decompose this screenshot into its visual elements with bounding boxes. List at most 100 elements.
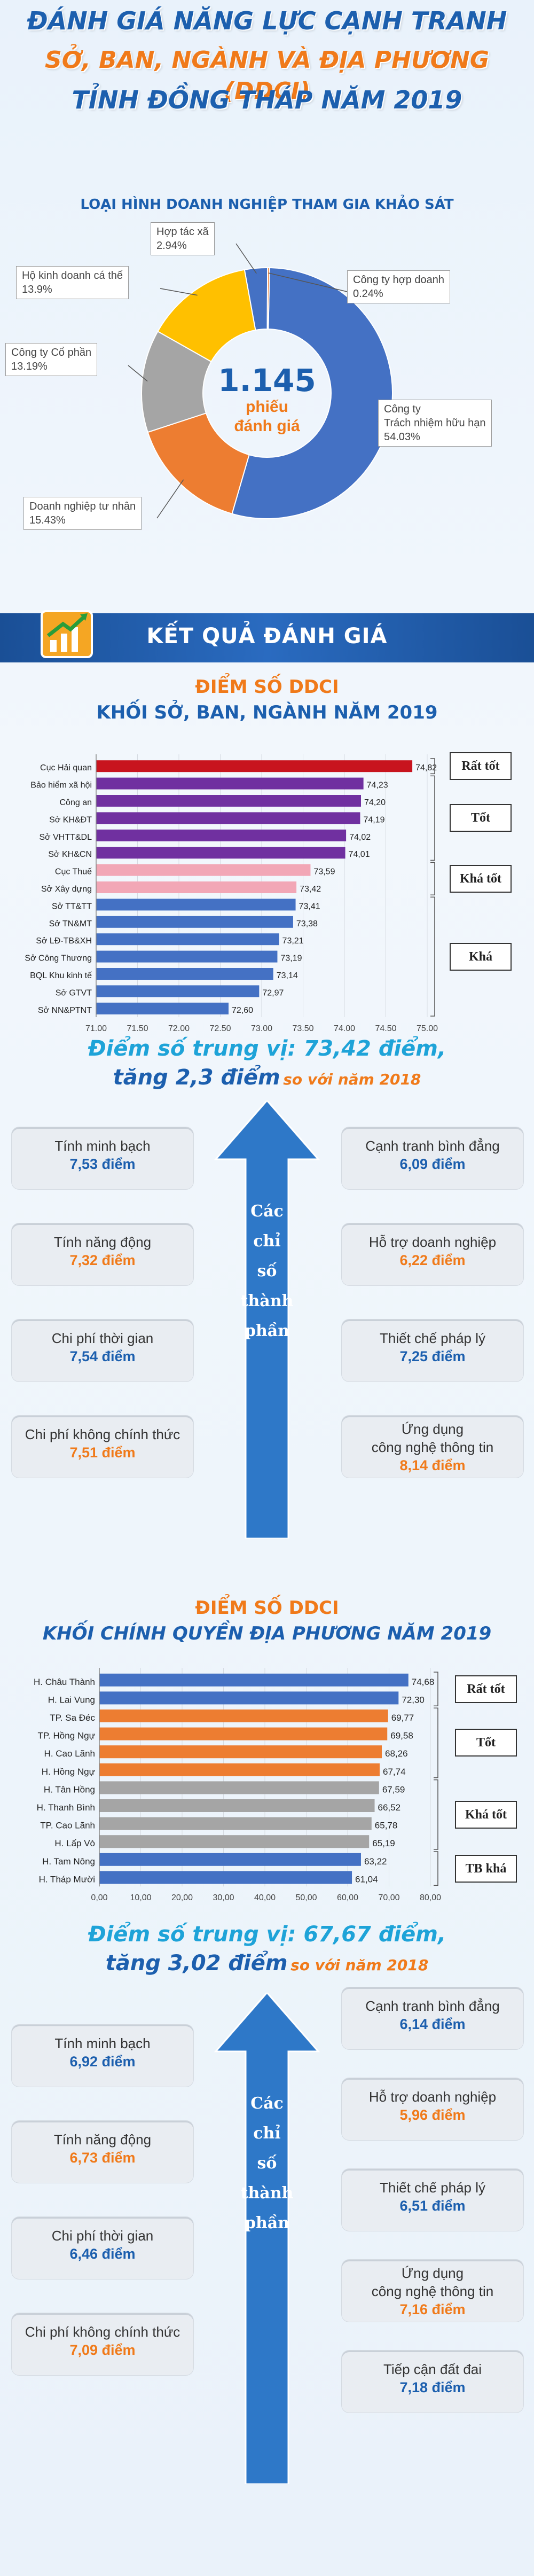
c2-right-component-1: Hỗ trợ doanh nghiệp 5,96 điểm <box>342 2078 523 2140</box>
x-tick-label: 74,00 <box>334 1024 355 1031</box>
arrow-word: Các <box>250 1202 284 1221</box>
bar <box>99 1691 399 1705</box>
arrow-word: số <box>257 1262 277 1281</box>
data-label: 73,38 <box>296 919 318 928</box>
pie-label-name: Hộ kinh doanh cá thể <box>22 270 123 282</box>
component-name: Hỗ trợ doanh nghiệp <box>368 2089 497 2105</box>
data-label: 67,74 <box>383 1767 406 1777</box>
bar <box>96 777 364 790</box>
arrow-word: Các <box>250 2094 284 2113</box>
x-tick-label: 70,00 <box>378 1893 399 1902</box>
component-value: 5,96 điểm <box>399 2107 466 2123</box>
x-tick-label: 72,50 <box>209 1024 231 1031</box>
pie-label-name: Công ty Cổ phần <box>11 347 92 358</box>
category-label: Công an <box>60 798 92 807</box>
arrow-word: chỉ <box>253 2124 281 2143</box>
chart2-title-line-2: KHỐI CHÍNH QUYỀN ĐỊA PHƯƠNG NĂM 2019 <box>42 1623 492 1644</box>
category-label: Bảo hiểm xã hội <box>30 780 92 790</box>
median1-increase: tăng 2,3 điểm <box>113 1065 280 1090</box>
pie-label-value: 0.24% <box>353 288 383 300</box>
pie-title: LOẠI HÌNH DOANH NGHIỆP THAM GIA KHẢO SÁT <box>80 197 454 213</box>
c2-right-component-2: Thiết chế pháp lý 6,51 điểm <box>342 2169 523 2231</box>
chart2-title-line-1: ĐIỂM SỐ DDCI <box>195 1597 339 1619</box>
data-label: 74,68 <box>412 1677 435 1687</box>
arrow-word: chỉ <box>253 1232 281 1251</box>
rank-bracket <box>434 1672 438 1706</box>
component-name-2: công nghệ thông tin <box>371 1439 494 1455</box>
data-label: 73,19 <box>280 954 302 963</box>
chart1-title-line-1: ĐIỂM SỐ DDCI <box>195 676 339 698</box>
c1-arrow-label: Các chỉ số thành phần <box>235 1197 299 1346</box>
bar <box>96 933 279 946</box>
pie-label-value: 54.03% <box>384 431 420 443</box>
component-name: Tính minh bạch <box>54 2035 151 2051</box>
component-value: 7,25 điểm <box>399 1348 466 1364</box>
median2-increase: tăng 3,02 điểm <box>105 1951 288 1976</box>
data-label: 68,26 <box>385 1748 408 1759</box>
bar <box>96 829 347 841</box>
x-tick-label: 71,00 <box>85 1024 107 1031</box>
bar <box>99 1853 361 1866</box>
c1-left-component-0: Tính minh bạch 7,53 điểm <box>12 1127 193 1189</box>
c2-left-component-3: Chi phí không chính thức 7,09 điểm <box>12 2313 193 2375</box>
component-name: Chi phí thời gian <box>51 1330 154 1346</box>
rank-tag: Rất tốt <box>455 1675 517 1703</box>
data-label: 65,78 <box>375 1821 398 1831</box>
pie-label-value: 13.19% <box>11 361 48 372</box>
component-name: Ứng dụng <box>401 2265 464 2281</box>
pie-label-2: Công ty Cổ phần 13.19% <box>5 343 98 376</box>
rank-tag: Rất tốt <box>450 752 512 780</box>
c2-left-component-1: Tính năng động 6,73 điểm <box>12 2121 193 2183</box>
component-value: 6,14 điểm <box>399 2016 466 2032</box>
pie-slice-5 <box>266 267 270 330</box>
component-value: 7,51 điểm <box>69 1445 136 1461</box>
bar <box>96 950 278 963</box>
arrow-word: thành <box>240 2184 294 2203</box>
category-label: Cục Thuế <box>55 868 92 877</box>
category-label: H. Cao Lãnh <box>44 1748 95 1759</box>
bar <box>99 1871 352 1884</box>
bar <box>96 812 360 824</box>
survey-count: 1.145 <box>218 362 316 399</box>
pie-label-value: 2.94% <box>156 240 187 252</box>
category-label: Sở VHTT&DL <box>39 833 92 842</box>
rank-tag: Khá tốt <box>450 864 512 893</box>
category-label: H. Châu Thành <box>34 1677 95 1687</box>
bar <box>96 864 311 876</box>
data-label: 73,14 <box>277 971 298 980</box>
category-label: Sở NN&PTNT <box>38 1006 92 1015</box>
data-label: 66,52 <box>378 1802 401 1813</box>
c1-right-component-2: Thiết chế pháp lý 7,25 điểm <box>342 1320 523 1381</box>
rank-bracket <box>434 1779 438 1850</box>
category-label: TP. Sa Đéc <box>50 1713 95 1723</box>
results-banner-label: KẾT QUẢ ĐÁNH GIÁ <box>146 624 388 649</box>
arrow-word: thành <box>240 1292 294 1310</box>
pie-leader-line <box>235 243 257 274</box>
rank-tag: Khá tốt <box>455 1800 517 1829</box>
data-label: 73,21 <box>282 936 304 946</box>
bar <box>99 1781 379 1794</box>
bar <box>99 1709 388 1722</box>
bar <box>99 1745 382 1759</box>
category-label: H. Hồng Ngự <box>42 1767 95 1777</box>
median2-compare: so với năm 2018 <box>290 1956 429 1974</box>
component-value: 6,09 điểm <box>399 1156 466 1172</box>
component-name: Cạnh tranh bình đẳng <box>365 1138 500 1154</box>
component-name: Chi phí không chính thức <box>25 2324 180 2340</box>
x-tick-label: 75,00 <box>417 1024 438 1031</box>
pie-chart <box>128 243 393 519</box>
data-label: 74,20 <box>364 798 386 807</box>
category-label: Sở Công Thương <box>25 954 92 963</box>
bar <box>96 985 260 997</box>
rank-tag: Khá <box>450 942 512 971</box>
pie-label-value: 13.9% <box>22 284 52 295</box>
bar <box>99 1763 380 1776</box>
c1-left-component-3: Chi phí không chính thức 7,51 điểm <box>12 1416 193 1478</box>
arrow-word: phần <box>244 2214 290 2232</box>
bar <box>96 899 296 911</box>
component-name: Thiết chế pháp lý <box>379 2180 485 2196</box>
component-name: Tính năng động <box>53 2132 152 2148</box>
x-tick-label: 30,00 <box>213 1893 234 1902</box>
data-label: 73,59 <box>313 868 335 877</box>
c2-right-component-0: Cạnh tranh bình đẳng 6,14 điểm <box>342 1987 523 2049</box>
